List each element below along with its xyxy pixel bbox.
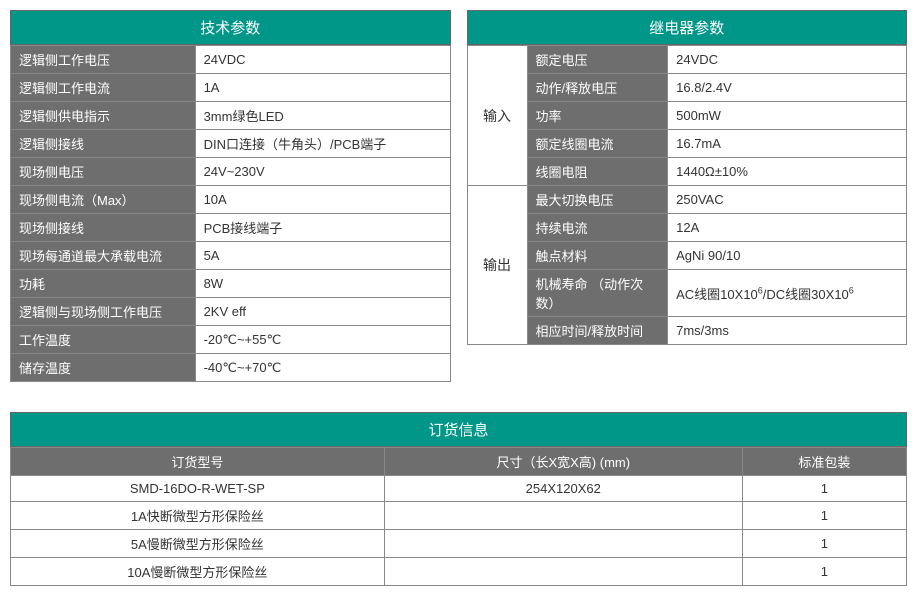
param-value: 24VDC [195,46,450,74]
table-row: 现场侧电压24V~230V [11,158,451,186]
order-info-title: 订货信息 [10,412,907,447]
param-label: 额定线圈电流 [527,130,668,158]
table-row: 额定线圈电流16.7mA [467,130,907,158]
param-label: 工作温度 [11,326,196,354]
param-value: DIN口连接（牛角头）/PCB端子 [195,130,450,158]
param-label: 储存温度 [11,354,196,382]
table-row: 输入额定电压24VDC [467,46,907,74]
param-label: 功率 [527,102,668,130]
param-value: 24VDC [668,46,907,74]
table-row: 现场侧电流（Max）10A [11,186,451,214]
param-label: 逻辑侧与现场侧工作电压 [11,298,196,326]
group-label: 输入 [467,46,527,186]
order-cell [384,502,742,530]
order-cell: 1 [742,476,906,502]
order-cell: 5A慢断微型方形保险丝 [11,530,385,558]
tech-params-title: 技术参数 [10,10,451,45]
order-info-table: 订货型号尺寸（长X宽X高) (mm)标准包装SMD-16DO-R-WET-SP2… [10,447,907,586]
param-label: 额定电压 [527,46,668,74]
param-label: 逻辑侧接线 [11,130,196,158]
param-label: 逻辑侧工作电压 [11,46,196,74]
param-value: AgNi 90/10 [668,242,907,270]
param-label: 现场每通道最大承载电流 [11,242,196,270]
table-row: 逻辑侧与现场侧工作电压2KV eff [11,298,451,326]
order-cell [384,558,742,586]
table-row: 10A慢断微型方形保险丝 1 [11,558,907,586]
table-row: 逻辑侧工作电流1A [11,74,451,102]
param-label: 最大切换电压 [527,186,668,214]
param-label: 现场侧电流（Max） [11,186,196,214]
table-row: 逻辑侧接线DIN口连接（牛角头）/PCB端子 [11,130,451,158]
table-header-row: 订货型号尺寸（长X宽X高) (mm)标准包装 [11,448,907,476]
param-value: 16.8/2.4V [668,74,907,102]
relay-params-title: 继电器参数 [467,10,908,45]
table-row: 功率500mW [467,102,907,130]
table-row: 动作/释放电压16.8/2.4V [467,74,907,102]
param-value: 2KV eff [195,298,450,326]
relay-params-table: 输入额定电压24VDC动作/释放电压16.8/2.4V功率500mW额定线圈电流… [467,45,908,345]
order-cell: SMD-16DO-R-WET-SP [11,476,385,502]
table-row: 工作温度-20℃~+55℃ [11,326,451,354]
param-label: 线圈电阻 [527,158,668,186]
param-label: 功耗 [11,270,196,298]
order-cell: 10A慢断微型方形保险丝 [11,558,385,586]
param-value: 250VAC [668,186,907,214]
param-label: 动作/释放电压 [527,74,668,102]
table-row: 机械寿命 （动作次数）AC线圈10X106/DC线圈30X106 [467,270,907,317]
order-info-panel: 订货信息 订货型号尺寸（长X宽X高) (mm)标准包装SMD-16DO-R-WE… [10,412,907,586]
param-value: 500mW [668,102,907,130]
table-row: 5A慢断微型方形保险丝 1 [11,530,907,558]
table-row: 逻辑侧工作电压24VDC [11,46,451,74]
param-label: 逻辑侧工作电流 [11,74,196,102]
param-value: AC线圈10X106/DC线圈30X106 [668,270,907,317]
group-label: 输出 [467,186,527,345]
param-label: 现场侧接线 [11,214,196,242]
param-label: 持续电流 [527,214,668,242]
order-cell: 254X120X62 [384,476,742,502]
param-value: 7ms/3ms [668,317,907,345]
order-cell: 1 [742,558,906,586]
param-value: 3mm绿色LED [195,102,450,130]
param-value: 8W [195,270,450,298]
column-header: 标准包装 [742,448,906,476]
table-row: 持续电流12A [467,214,907,242]
param-value: -20℃~+55℃ [195,326,450,354]
param-value: 12A [668,214,907,242]
param-value: 5A [195,242,450,270]
table-row: 现场侧接线PCB接线端子 [11,214,451,242]
column-header: 尺寸（长X宽X高) (mm) [384,448,742,476]
table-row: 线圈电阻1440Ω±10% [467,158,907,186]
param-value: 10A [195,186,450,214]
param-label: 现场侧电压 [11,158,196,186]
table-row: 相应时间/释放时间7ms/3ms [467,317,907,345]
order-cell: 1 [742,502,906,530]
column-header: 订货型号 [11,448,385,476]
table-row: 触点材料AgNi 90/10 [467,242,907,270]
param-value: PCB接线端子 [195,214,450,242]
param-value: -40℃~+70℃ [195,354,450,382]
table-row: SMD-16DO-R-WET-SP254X120X621 [11,476,907,502]
order-cell [384,530,742,558]
relay-params-panel: 继电器参数 输入额定电压24VDC动作/释放电压16.8/2.4V功率500mW… [467,10,908,345]
order-cell: 1 [742,530,906,558]
tech-params-panel: 技术参数 逻辑侧工作电压24VDC逻辑侧工作电流1A逻辑侧供电指示3mm绿色LE… [10,10,451,382]
param-value: 24V~230V [195,158,450,186]
tech-params-table: 逻辑侧工作电压24VDC逻辑侧工作电流1A逻辑侧供电指示3mm绿色LED逻辑侧接… [10,45,451,382]
param-value: 1A [195,74,450,102]
param-value: 1440Ω±10% [668,158,907,186]
table-row: 现场每通道最大承载电流5A [11,242,451,270]
table-row: 输出最大切换电压250VAC [467,186,907,214]
table-row: 功耗8W [11,270,451,298]
param-label: 逻辑侧供电指示 [11,102,196,130]
param-label: 触点材料 [527,242,668,270]
param-label: 相应时间/释放时间 [527,317,668,345]
table-row: 逻辑侧供电指示3mm绿色LED [11,102,451,130]
table-row: 储存温度-40℃~+70℃ [11,354,451,382]
table-row: 1A快断微型方形保险丝 1 [11,502,907,530]
param-value: 16.7mA [668,130,907,158]
param-label: 机械寿命 （动作次数） [527,270,668,317]
order-cell: 1A快断微型方形保险丝 [11,502,385,530]
